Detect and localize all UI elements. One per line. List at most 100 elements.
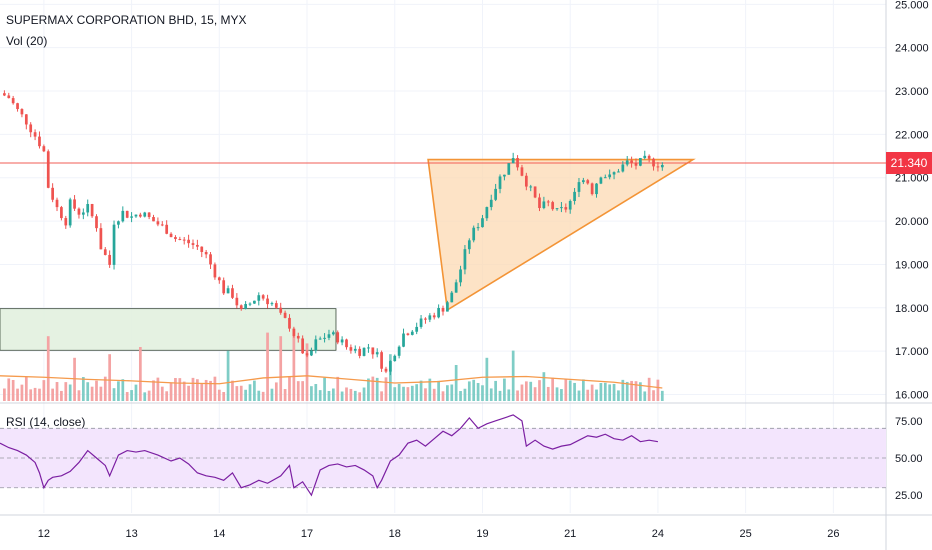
- candle-body[interactable]: [253, 300, 256, 304]
- candle-body[interactable]: [564, 207, 568, 210]
- candle-body[interactable]: [331, 332, 335, 335]
- candle-body[interactable]: [152, 217, 155, 222]
- candle-body[interactable]: [643, 155, 647, 158]
- candle-body[interactable]: [652, 158, 655, 167]
- candle-body[interactable]: [437, 308, 440, 318]
- candle-body[interactable]: [217, 277, 221, 281]
- candle-body[interactable]: [454, 282, 458, 293]
- candle-body[interactable]: [239, 305, 243, 309]
- candle-body[interactable]: [121, 210, 125, 222]
- candle-body[interactable]: [42, 146, 46, 152]
- candle-body[interactable]: [424, 318, 427, 320]
- candle-body[interactable]: [630, 160, 633, 163]
- candle-body[interactable]: [231, 288, 234, 298]
- candle-body[interactable]: [274, 303, 278, 308]
- candle-body[interactable]: [560, 207, 563, 209]
- candle-body[interactable]: [595, 183, 598, 195]
- candle-body[interactable]: [516, 158, 519, 168]
- candle-body[interactable]: [77, 208, 81, 215]
- candle-body[interactable]: [375, 352, 379, 355]
- candle-body[interactable]: [196, 244, 199, 247]
- candle-body[interactable]: [656, 166, 660, 168]
- rsi-axis[interactable]: 75.00 50.00 25.00: [895, 416, 923, 502]
- candle-body[interactable]: [165, 224, 169, 234]
- candle-body[interactable]: [3, 93, 6, 96]
- candle-body[interactable]: [507, 163, 511, 175]
- candle-body[interactable]: [406, 333, 410, 335]
- candle-body[interactable]: [20, 109, 24, 115]
- candle-body[interactable]: [617, 171, 620, 173]
- price-axis[interactable]: 25.000 24.000 23.000 22.000 21.000 20.000 19.0…: [895, 0, 929, 401]
- candle-body[interactable]: [380, 352, 383, 369]
- candle-body[interactable]: [538, 197, 541, 209]
- candle-body[interactable]: [112, 224, 116, 265]
- candle-body[interactable]: [481, 218, 484, 228]
- candle-body[interactable]: [130, 216, 133, 218]
- candle-body[interactable]: [555, 208, 559, 210]
- time-axis[interactable]: 12 13 14 17 18 19 21 24 25 26: [38, 528, 840, 540]
- ascending-triangle[interactable]: [427, 158, 696, 312]
- candle-body[interactable]: [441, 308, 445, 312]
- candle-body[interactable]: [156, 221, 160, 225]
- candle-body[interactable]: [336, 332, 340, 343]
- candle-body[interactable]: [485, 207, 489, 219]
- candle-body[interactable]: [446, 302, 449, 312]
- candle-body[interactable]: [340, 339, 344, 343]
- candle-body[interactable]: [327, 334, 331, 338]
- candle-body[interactable]: [60, 207, 63, 219]
- candle-body[interactable]: [586, 180, 590, 184]
- candle-body[interactable]: [81, 212, 85, 215]
- candle-body[interactable]: [489, 199, 493, 208]
- candle-body[interactable]: [494, 188, 497, 200]
- candle-body[interactable]: [314, 339, 318, 351]
- candle-body[interactable]: [160, 224, 164, 226]
- candle-body[interactable]: [590, 183, 594, 195]
- candle-body[interactable]: [200, 246, 204, 253]
- candle-body[interactable]: [503, 174, 506, 177]
- candle-body[interactable]: [191, 243, 195, 245]
- candle-body[interactable]: [599, 177, 603, 184]
- candle-body[interactable]: [472, 227, 476, 241]
- candle-body[interactable]: [450, 292, 454, 303]
- candle-body[interactable]: [621, 164, 625, 172]
- candle-body[interactable]: [24, 114, 28, 125]
- candle-body[interactable]: [410, 331, 414, 335]
- candle-body[interactable]: [419, 318, 423, 327]
- candle-body[interactable]: [213, 264, 217, 278]
- candle-body[interactable]: [38, 136, 41, 147]
- candle-body[interactable]: [577, 182, 581, 192]
- candle-body[interactable]: [248, 303, 252, 305]
- candle-body[interactable]: [169, 233, 173, 238]
- candle-body[interactable]: [55, 199, 59, 208]
- candle-body[interactable]: [16, 103, 19, 110]
- candle-body[interactable]: [389, 361, 392, 372]
- candle-body[interactable]: [529, 186, 533, 188]
- candle-body[interactable]: [138, 214, 142, 217]
- candle-body[interactable]: [95, 216, 98, 229]
- candle-body[interactable]: [524, 175, 528, 187]
- candle-body[interactable]: [257, 295, 261, 301]
- candle-body[interactable]: [608, 174, 612, 178]
- candle-body[interactable]: [178, 239, 182, 241]
- candle-body[interactable]: [428, 315, 432, 320]
- candle-body[interactable]: [261, 295, 265, 299]
- candle-body[interactable]: [546, 201, 550, 203]
- candle-body[interactable]: [318, 338, 322, 340]
- candle-body[interactable]: [33, 132, 37, 137]
- candle-body[interactable]: [244, 304, 247, 309]
- candle-body[interactable]: [476, 227, 480, 229]
- candle-body[interactable]: [117, 221, 120, 225]
- candle-body[interactable]: [415, 326, 419, 332]
- candle-body[interactable]: [283, 312, 287, 318]
- candle-body[interactable]: [222, 280, 226, 294]
- candle-body[interactable]: [11, 98, 15, 104]
- candle-body[interactable]: [542, 201, 546, 209]
- candle-body[interactable]: [647, 155, 651, 159]
- candle-body[interactable]: [345, 339, 348, 348]
- candle-body[interactable]: [288, 317, 291, 329]
- candle-body[interactable]: [103, 249, 107, 255]
- candle-body[interactable]: [625, 160, 629, 165]
- candle-body[interactable]: [551, 202, 555, 210]
- candle-body[interactable]: [511, 158, 515, 164]
